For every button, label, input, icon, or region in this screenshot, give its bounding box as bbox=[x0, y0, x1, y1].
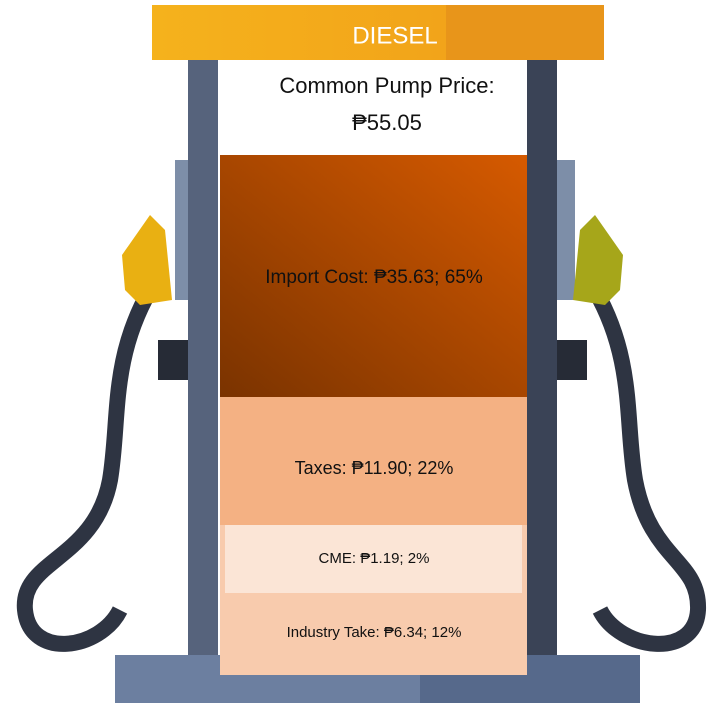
nozzle-right bbox=[573, 215, 623, 305]
nozzle-left bbox=[122, 215, 172, 305]
segment-label: Industry Take: ₱6.34; 12% bbox=[287, 624, 462, 641]
holder-block-right bbox=[552, 340, 587, 380]
column-right bbox=[527, 40, 557, 680]
segment-label: Taxes: ₱11.90; 22% bbox=[295, 458, 454, 478]
column-left bbox=[188, 40, 218, 680]
fuel-pump-infographic: DIESEL Common Pump Price: ₱55.05 Import … bbox=[0, 0, 715, 703]
pump-price: ₱55.05 bbox=[352, 110, 422, 135]
title: DIESEL bbox=[352, 22, 437, 49]
segment-label: Import Cost: ₱35.63; 65% bbox=[265, 267, 483, 288]
segment-label: CME: ₱1.19; 2% bbox=[319, 550, 430, 567]
holder-block-left bbox=[158, 340, 193, 380]
subtitle: Common Pump Price: bbox=[279, 73, 494, 98]
hose-right bbox=[595, 290, 698, 644]
holder-right bbox=[555, 160, 575, 300]
hose-left bbox=[25, 290, 150, 644]
